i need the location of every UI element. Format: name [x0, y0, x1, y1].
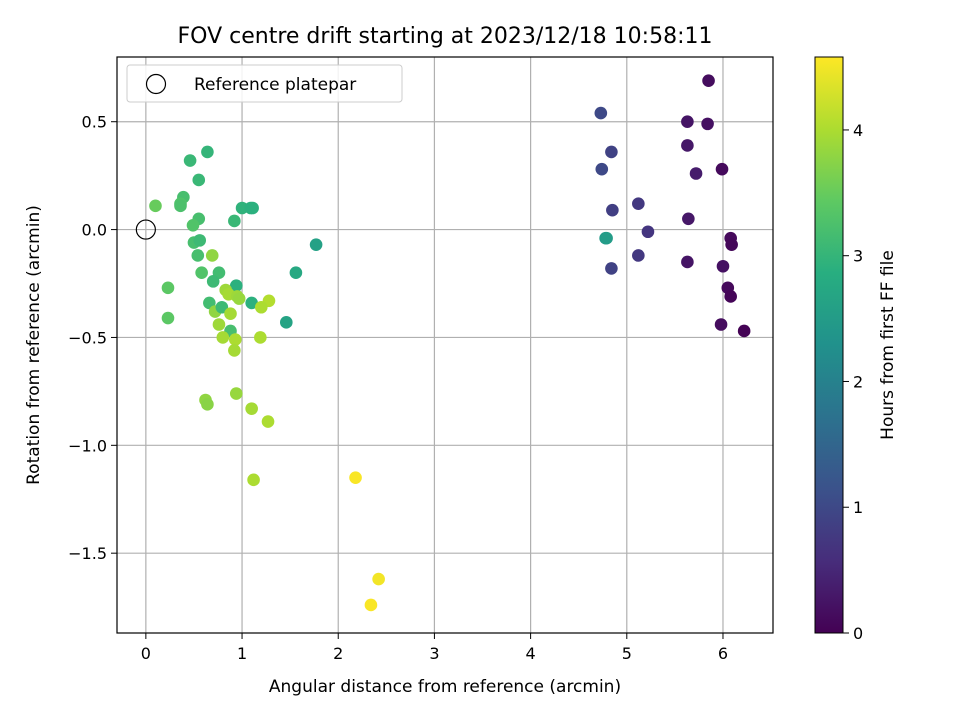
data-point: [605, 145, 618, 159]
data-point: [595, 162, 609, 176]
data-point: [235, 201, 249, 215]
data-point: [349, 471, 362, 484]
data-point: [245, 402, 258, 415]
data-point: [714, 318, 728, 331]
data-point: [725, 238, 738, 251]
data-point: [215, 300, 229, 314]
data-point: [632, 197, 645, 210]
data-point: [191, 249, 205, 262]
y-tick-label: 0.5: [82, 113, 107, 132]
colorbar-tick-label: 4: [853, 121, 863, 140]
data-point: [228, 344, 241, 357]
data-point: [737, 324, 751, 338]
colorbar-tick-label: 2: [853, 372, 863, 391]
data-point: [682, 212, 695, 226]
data-point: [605, 262, 618, 275]
data-point: [309, 238, 323, 251]
data-point: [254, 300, 268, 314]
data-point: [229, 279, 243, 292]
data-point: [701, 117, 714, 131]
colorbar: [814, 56, 844, 634]
colorbar-tick-label: 1: [853, 498, 863, 517]
legend-label: Reference platepar: [194, 75, 356, 95]
data-point: [715, 162, 729, 176]
x-tick-label: 1: [237, 644, 247, 663]
data-point: [681, 139, 694, 152]
legend-box: [126, 64, 403, 103]
colorbar-tick-label: 0: [853, 624, 863, 643]
x-tick-label: 6: [718, 644, 728, 663]
data-point: [232, 292, 246, 305]
x-tick-label: 0: [141, 644, 151, 663]
legend-reference-marker: [145, 73, 167, 95]
data-point: [161, 311, 175, 325]
data-point: [641, 225, 655, 239]
plot-frame: [116, 56, 774, 634]
data-point: [245, 296, 258, 310]
x-tick-label: 4: [526, 644, 536, 663]
x-tick-label: 2: [333, 644, 343, 663]
chart-title: FOV centre drift starting at 2023/12/18 …: [178, 24, 713, 49]
grid-lines: [117, 57, 773, 633]
data-point: [689, 167, 703, 180]
data-point: [600, 231, 613, 245]
reference-marker: [135, 219, 156, 240]
data-point: [364, 598, 378, 612]
data-point: [149, 199, 162, 213]
data-point: [228, 214, 241, 228]
data-point: [632, 249, 645, 262]
data-point: [681, 255, 694, 269]
data-point: [702, 74, 715, 88]
y-tick-label: −1.5: [68, 544, 107, 563]
data-point: [224, 307, 237, 321]
data-point: [183, 154, 197, 167]
data-point: [606, 203, 619, 217]
x-axis-label: Angular distance from reference (arcmin): [269, 677, 621, 697]
data-points: [149, 74, 751, 612]
y-tick-label: −1.0: [68, 436, 107, 455]
y-axis-ticks: 0.5 0.0 −0.5 −1.0 −1.5: [68, 113, 117, 563]
data-point: [206, 275, 220, 288]
data-point: [174, 199, 187, 213]
data-point: [681, 115, 694, 129]
legend: Reference platepar: [126, 64, 403, 103]
x-tick-label: 5: [622, 644, 632, 663]
colorbar-ticks: 0 1 2 3 4: [843, 121, 863, 643]
data-point: [724, 290, 737, 303]
y-tick-label: 0.0: [82, 221, 107, 240]
data-point: [229, 333, 242, 346]
data-point: [161, 281, 175, 295]
data-point: [201, 145, 214, 159]
data-point: [229, 387, 243, 400]
data-point: [246, 201, 259, 215]
data-point: [594, 106, 608, 120]
data-point: [716, 259, 730, 273]
data-point: [212, 318, 226, 331]
data-point: [279, 316, 293, 329]
x-tick-label: 3: [429, 644, 439, 663]
data-point: [193, 234, 207, 247]
reference-platepar-point: [135, 219, 156, 240]
data-point: [205, 249, 219, 262]
data-point: [254, 331, 267, 344]
data-point: [261, 415, 275, 428]
data-point: [192, 173, 206, 187]
y-axis-label: Rotation from reference (arcmin): [24, 205, 44, 485]
data-point: [372, 572, 385, 586]
data-point: [186, 218, 200, 232]
data-point: [216, 331, 230, 344]
y-tick-label: −0.5: [68, 328, 107, 347]
data-point: [247, 473, 260, 487]
x-axis-ticks: 0 1 2 3 4 5 6: [141, 633, 728, 663]
data-point: [289, 266, 303, 280]
colorbar-label: Hours from first FF file: [878, 250, 898, 440]
colorbar-tick-label: 3: [853, 247, 863, 266]
data-point: [195, 266, 208, 280]
data-point: [201, 398, 214, 411]
